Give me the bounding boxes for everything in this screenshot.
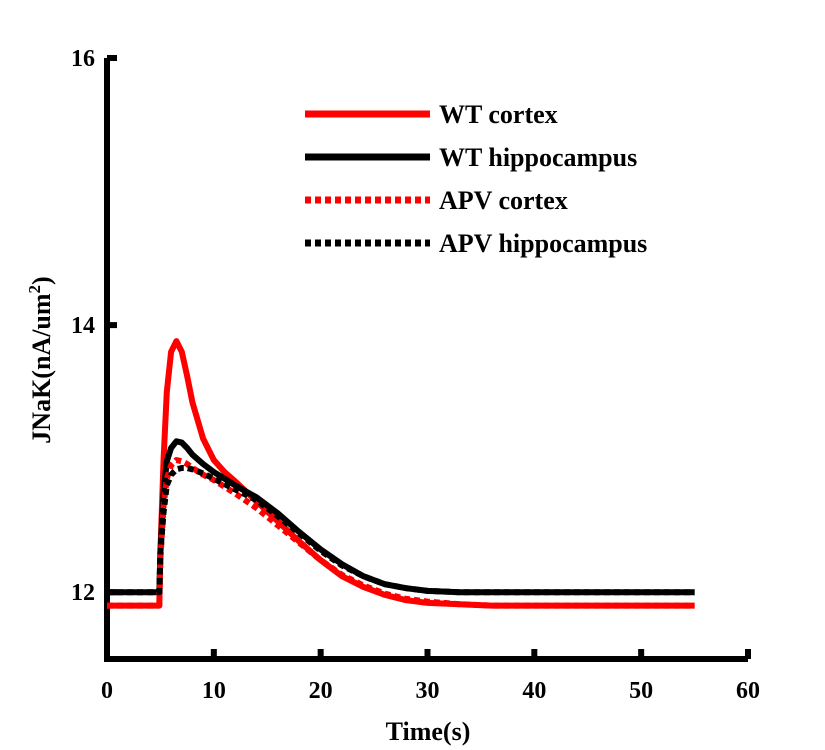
series-line-wt-cortex bbox=[107, 338, 695, 609]
x-tick-label: 60 bbox=[736, 678, 760, 704]
series-line-apv-hippocampus bbox=[107, 465, 695, 596]
legend: WT cortex WT hippocampus APV cortex APV hip… bbox=[305, 100, 647, 258]
y-axis-label-main: JNaK(nA/um bbox=[27, 293, 56, 444]
x-axis-label: Time(s) bbox=[386, 717, 471, 746]
x-tick-label: 30 bbox=[416, 678, 440, 704]
series-line-apv-cortex bbox=[107, 457, 695, 609]
legend-label: APV cortex bbox=[439, 186, 568, 215]
y-tick-label: 12 bbox=[71, 580, 95, 606]
y-tick-label: 14 bbox=[71, 313, 95, 339]
x-tick-label: 10 bbox=[202, 678, 226, 704]
legend-label: APV hippocampus bbox=[439, 229, 647, 258]
legend-label: WT cortex bbox=[439, 100, 558, 129]
y-axis-label-superscript: 2 bbox=[25, 285, 44, 294]
y-axis-label: JNaK(nA/um2) bbox=[25, 276, 56, 443]
axes: 0 10 20 30 40 50 60 12 14 16 bbox=[71, 46, 760, 704]
x-tick-label: 0 bbox=[101, 678, 113, 704]
y-axis-label-close: ) bbox=[27, 276, 56, 285]
y-tick-label: 16 bbox=[71, 46, 95, 72]
series-line-wt-hippocampus bbox=[107, 438, 695, 596]
x-tick-label: 20 bbox=[309, 678, 333, 704]
legend-label: WT hippocampus bbox=[439, 143, 637, 172]
series-layer bbox=[107, 338, 695, 609]
x-tick-label: 50 bbox=[629, 678, 653, 704]
x-tick-label: 40 bbox=[522, 678, 546, 704]
